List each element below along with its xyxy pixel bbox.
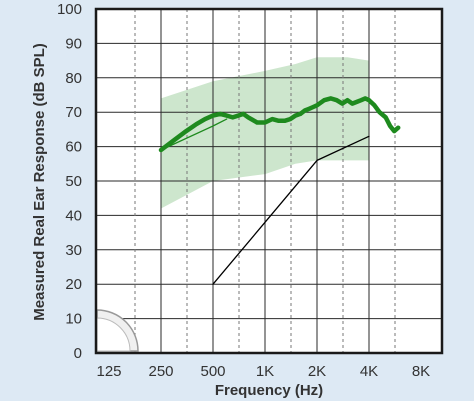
y-tick-label-10: 10 bbox=[65, 311, 82, 328]
series-line-0 bbox=[158, 96, 401, 153]
y-tick-label-0: 0 bbox=[74, 345, 82, 362]
y-tick-label-30: 30 bbox=[65, 242, 82, 259]
y-tick-label-50: 50 bbox=[65, 173, 82, 190]
series-line-1 bbox=[160, 118, 228, 151]
x-tick-labels: 125 250 500 1K 2K 4K 8K bbox=[96, 363, 430, 380]
y-tick-label-20: 20 bbox=[65, 276, 82, 293]
y-tick-labels: 0 10 20 30 40 50 60 70 80 90 100 bbox=[57, 1, 82, 362]
quarter-circle-icon bbox=[96, 309, 139, 352]
x-tick-label-250: 250 bbox=[148, 363, 173, 380]
y-tick-label-70: 70 bbox=[65, 104, 82, 121]
y-tick-label-90: 90 bbox=[65, 35, 82, 52]
y-tick-label-80: 80 bbox=[65, 70, 82, 87]
x-tick-label-1K: 1K bbox=[256, 363, 274, 380]
y-tick-label-100: 100 bbox=[57, 1, 82, 18]
x-axis-title: Frequency (Hz) bbox=[215, 382, 323, 399]
x-tick-label-500: 500 bbox=[200, 363, 225, 380]
y-axis-title: Measured Real Ear Response (dB SPL) bbox=[31, 43, 48, 321]
x-tick-label-125: 125 bbox=[96, 363, 121, 380]
y-tick-label-60: 60 bbox=[65, 139, 82, 156]
x-tick-label-8K: 8K bbox=[412, 363, 430, 380]
grid-layer bbox=[96, 9, 442, 353]
y-tick-label-40: 40 bbox=[65, 207, 82, 224]
x-tick-label-2K: 2K bbox=[308, 363, 326, 380]
plot-frame bbox=[94, 7, 444, 355]
series-layer bbox=[158, 96, 401, 285]
x-tick-label-4K: 4K bbox=[360, 363, 378, 380]
series-line-2 bbox=[212, 135, 370, 285]
